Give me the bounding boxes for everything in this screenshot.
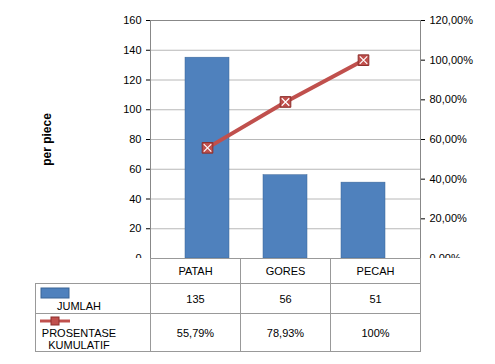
svg-text:20,00%: 20,00%: [430, 212, 468, 224]
svg-text:per piece: per piece: [40, 113, 54, 166]
html-text:56: 56: [279, 292, 292, 305]
svg-text:40,00%: 40,00%: [430, 173, 468, 185]
svg-text:60: 60: [129, 163, 141, 175]
html-text:78,93%: 78,93%: [266, 326, 305, 339]
svg-text:160: 160: [123, 14, 141, 26]
svg-text:80,00%: 80,00%: [430, 93, 468, 105]
html-text:135: 135: [186, 292, 205, 305]
svg-text:140: 140: [123, 44, 141, 56]
svg-text:40: 40: [129, 193, 141, 205]
svg-text:120: 120: [123, 74, 141, 86]
svg-text:120,00%: 120,00%: [430, 14, 474, 26]
html-text:PROSENTASE KUMULATIF: PROSENTASE KUMULATIF: [41, 327, 117, 352]
html-text:51: 51: [369, 292, 382, 305]
svg-text:100: 100: [123, 103, 141, 115]
svg-text:0: 0: [135, 252, 141, 258]
html-text:PATAH: PATAH: [178, 265, 213, 277]
svg-text:20: 20: [129, 222, 141, 234]
html-text:GORES: GORES: [265, 265, 306, 277]
svg-text:0,00%: 0,00%: [430, 252, 461, 258]
html-text:JUMLAH: JUMLAH: [57, 299, 101, 312]
html-text:55,79%: 55,79%: [176, 326, 215, 339]
svg-text:100,00%: 100,00%: [430, 54, 474, 66]
svg-text:80: 80: [129, 133, 141, 145]
svg-text:60,00%: 60,00%: [430, 133, 468, 145]
html-text:PECAH: PECAH: [356, 265, 395, 277]
html-text:100%: 100%: [361, 326, 390, 339]
